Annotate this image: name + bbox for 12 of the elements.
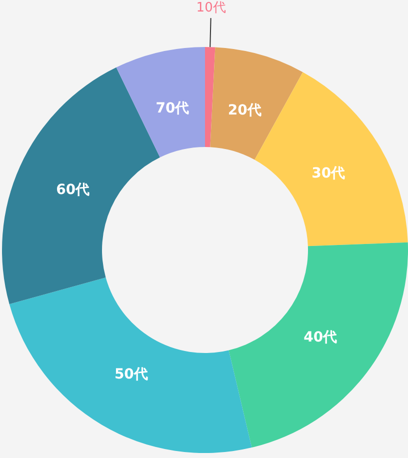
donut-slice [9,277,252,453]
donut-slice [228,242,408,448]
donut-slice [116,47,205,158]
donut-slice [205,47,216,148]
slice-label: 60代 [56,182,90,198]
slice-label: 30代 [312,166,346,182]
donut-slice [210,47,303,160]
slice-label: 50代 [114,366,148,383]
slice-label: 10代 [196,0,226,16]
slice-label: 70代 [156,100,190,117]
slice-label: 40代 [304,330,338,346]
slice-label: 20代 [228,102,262,118]
